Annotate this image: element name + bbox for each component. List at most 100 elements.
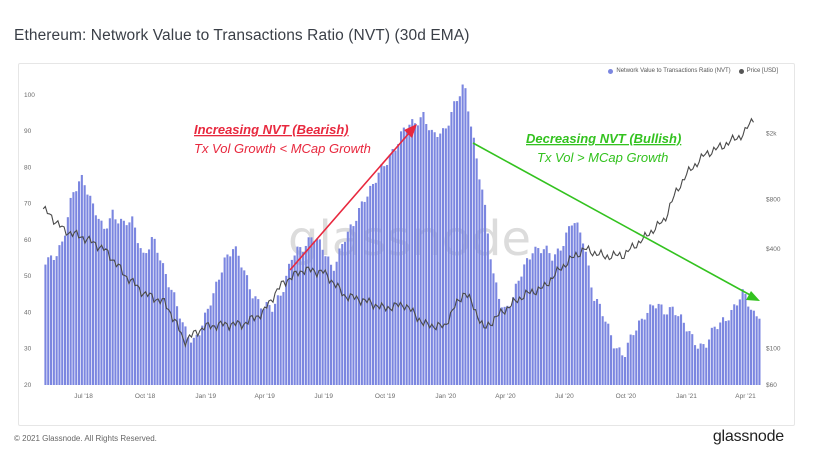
- nvt-bar: [50, 255, 53, 385]
- nvt-bar: [94, 215, 97, 385]
- y-left-tick: 20: [24, 382, 32, 389]
- nvt-bar: [153, 238, 156, 385]
- nvt-bar: [680, 314, 683, 385]
- chart-title: Ethereum: Network Value to Transactions …: [14, 27, 470, 44]
- nvt-bar: [106, 228, 109, 385]
- nvt-bar: [170, 289, 173, 385]
- price-line: [42, 117, 754, 349]
- nvt-bar: [386, 165, 389, 385]
- nvt-bar: [526, 258, 529, 385]
- nvt-bar: [702, 344, 705, 385]
- nvt-bar: [358, 208, 361, 385]
- nvt-bar: [100, 220, 103, 385]
- y-right-tick: $800: [766, 196, 781, 203]
- nvt-bar: [47, 257, 50, 385]
- bullish-annotation-title: Decreasing NVT (Bullish): [526, 131, 681, 146]
- nvt-bar: [408, 124, 411, 386]
- y-left-tick: 30: [24, 346, 32, 353]
- nvt-bar: [629, 334, 632, 385]
- nvt-bar: [506, 305, 509, 385]
- nvt-bar: [710, 327, 713, 385]
- nvt-bar: [372, 184, 375, 385]
- nvt-bar: [475, 158, 478, 385]
- nvt-bar: [458, 96, 461, 385]
- nvt-bar: [540, 253, 543, 385]
- nvt-bar: [733, 304, 736, 385]
- nvt-bar: [677, 316, 680, 385]
- nvt-bar: [439, 133, 442, 385]
- nvt-bar: [184, 326, 187, 385]
- nvt-bar: [671, 306, 674, 385]
- nvt-bar: [318, 239, 321, 385]
- nvt-bar: [486, 233, 489, 385]
- nvt-bar: [537, 248, 540, 385]
- nvt-bar: [548, 253, 551, 385]
- nvt-bar: [304, 245, 307, 385]
- nvt-bar: [232, 249, 235, 385]
- nvt-bar: [584, 251, 587, 385]
- nvt-bar: [44, 264, 47, 385]
- nvt-bar: [498, 298, 501, 385]
- nvt-bar: [607, 323, 610, 385]
- nvt-bar: [425, 124, 428, 386]
- nvt-bar: [428, 130, 431, 385]
- nvt-bar: [108, 218, 111, 385]
- nvt-bar: [276, 295, 279, 385]
- nvt-bar: [666, 314, 669, 385]
- nvt-bar: [72, 192, 75, 385]
- y-left-tick: 50: [24, 273, 32, 280]
- nvt-bar: [187, 337, 190, 385]
- chart-legend[interactable]: Network Value to Transactions Ratio (NVT…: [608, 68, 778, 74]
- nvt-bar: [61, 241, 64, 385]
- nvt-bar: [724, 321, 727, 385]
- nvt-bar: [624, 357, 627, 385]
- nvt-bar: [470, 126, 473, 385]
- x-tick: Jul '18: [74, 393, 93, 400]
- nvt-bar: [652, 305, 655, 385]
- nvt-bar: [120, 218, 123, 385]
- y-right-tick: $400: [766, 246, 781, 253]
- nvt-bar: [668, 307, 671, 385]
- nvt-bar: [274, 303, 277, 385]
- nvt-bar: [416, 125, 419, 386]
- nvt-bar: [573, 223, 576, 385]
- nvt-bar: [405, 130, 408, 385]
- nvt-bar: [103, 228, 106, 385]
- nvt-bar: [758, 318, 761, 385]
- nvt-bar: [369, 185, 372, 385]
- nvt-bar: [86, 194, 89, 385]
- nvt-bar: [355, 220, 358, 385]
- x-tick: Oct '18: [135, 393, 156, 400]
- nvt-bar: [654, 308, 657, 385]
- legend-dot-nvt: [608, 68, 614, 74]
- nvt-bar: [285, 275, 288, 385]
- nvt-bar: [164, 274, 167, 385]
- nvt-bar: [156, 252, 159, 385]
- nvt-bar: [176, 306, 179, 385]
- nvt-bar: [517, 280, 520, 385]
- nvt-bar: [296, 246, 299, 385]
- nvt-bar: [604, 321, 607, 385]
- nvt-bar: [590, 287, 593, 385]
- nvt-bar: [173, 292, 176, 385]
- nvt-bar: [383, 166, 386, 385]
- nvt-bar: [691, 334, 694, 385]
- nvt-bar: [685, 331, 688, 385]
- nvt-bar: [598, 303, 601, 385]
- legend-item-nvt[interactable]: Network Value to Transactions Ratio (NVT…: [608, 68, 731, 74]
- x-tick: Jan '20: [435, 393, 456, 400]
- legend-item-price[interactable]: Price [USD]: [738, 68, 778, 74]
- nvt-bar: [688, 331, 691, 385]
- nvt-bar: [478, 179, 481, 385]
- nvt-bar: [531, 253, 534, 385]
- nvt-bar: [226, 254, 229, 385]
- nvt-bar: [195, 334, 198, 385]
- nvt-bar: [559, 250, 562, 385]
- nvt-bar: [237, 255, 240, 385]
- nvt-bar: [330, 264, 333, 385]
- nvt-bar: [632, 335, 635, 385]
- nvt-bar: [307, 237, 310, 385]
- nvt-bar: [181, 322, 184, 385]
- nvt-bar: [489, 259, 492, 385]
- nvt-bar: [509, 306, 512, 385]
